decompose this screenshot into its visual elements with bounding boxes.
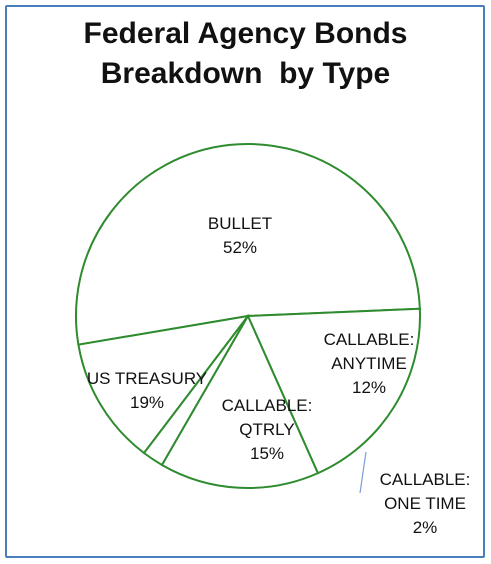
- pie-slice-callable-qtrly: [160, 313, 320, 489]
- chart-title-line-2: Breakdown by Type: [100, 57, 391, 90]
- chart-title: Federal Agency Bonds Breakdown by Type: [0, 14, 491, 94]
- pie-slice-bullet: [75, 143, 421, 346]
- chart-title-line-1: Federal Agency Bonds: [83, 17, 408, 50]
- data-label-callable-anytime: CALLABLE: ANYTIME 12%: [324, 330, 415, 397]
- pie-slice-us-treasury: [246, 307, 421, 475]
- data-label-us-treasury: US TREASURY 19%: [87, 369, 207, 412]
- data-label-bullet: BULLET 52%: [208, 214, 272, 257]
- pie-slice-callable-anytime: [77, 314, 251, 455]
- data-label-callable-one-time: CALLABLE: ONE TIME 2%: [380, 470, 471, 537]
- leader-line-callable-one-time: [359, 451, 367, 494]
- data-label-callable-qtrly: CALLABLE: QTRLY 15%: [222, 396, 313, 463]
